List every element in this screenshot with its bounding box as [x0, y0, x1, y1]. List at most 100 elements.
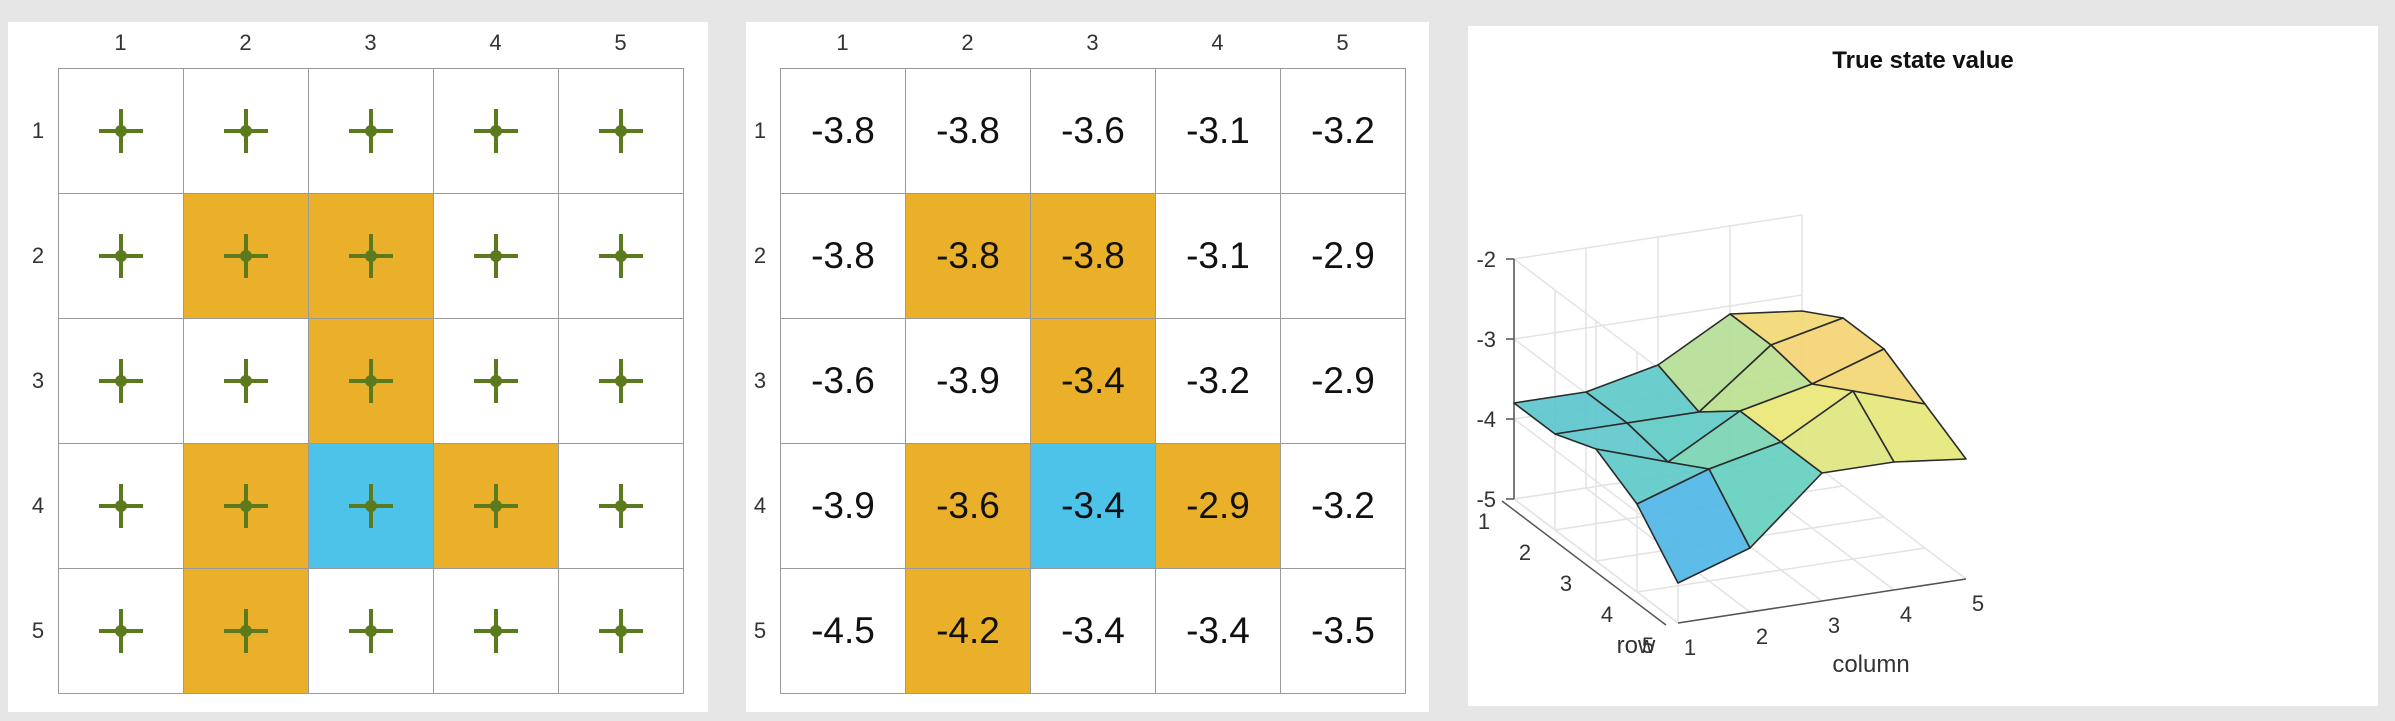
column-tick-label: 4	[1900, 602, 1912, 627]
row-label: 2	[753, 242, 767, 268]
stay-cross-icon	[349, 109, 393, 153]
grid-cell: -3.2	[1280, 443, 1406, 569]
column-label: 2	[239, 30, 252, 55]
stay-cross-icon	[474, 234, 518, 278]
grid-cell: -3.2	[1155, 318, 1281, 444]
grid-cell	[433, 193, 559, 319]
column-axis-label: column	[1832, 651, 1909, 678]
column-label: 1	[836, 30, 849, 55]
grid-cell	[58, 193, 184, 319]
wall-grid-line	[1513, 214, 1803, 260]
grid-cell	[308, 193, 434, 319]
stay-cross-icon	[99, 609, 143, 653]
surface-chart-panel: True state value -2 -3 -4 -5 1 2 3 4 5 1 2 3 4 5 column…	[1468, 26, 2378, 706]
state-value: -3.2	[1186, 360, 1250, 401]
grid-cell	[183, 568, 309, 694]
grid-cell: -3.8	[1030, 193, 1156, 319]
stay-cross-icon	[99, 234, 143, 278]
grid-cell	[558, 443, 684, 569]
stay-cross-icon	[599, 484, 643, 528]
state-value: -3.8	[936, 110, 1000, 151]
state-value: -3.4	[1061, 485, 1125, 526]
row-label: 4	[31, 492, 45, 518]
state-value: -3.5	[1311, 610, 1375, 651]
grid-cell: -2.9	[1155, 443, 1281, 569]
grid-cell	[58, 443, 184, 569]
grid-cell: -3.1	[1155, 193, 1281, 319]
column-label: 5	[1336, 30, 1349, 55]
surface-chart: True state value-2-3-4-51 2 3 4 512345column…	[1476, 47, 2013, 678]
z-tick-label: -3	[1476, 327, 1496, 352]
column-tick-label: 3	[1828, 613, 1840, 638]
grid-cell: -3.4	[1030, 568, 1156, 694]
policy-grid-panel: 1 2 3 4 5 1 2 3 4 5	[8, 22, 708, 712]
grid-cell	[433, 68, 559, 194]
grid-cell	[558, 568, 684, 694]
grid-cell: -3.8	[780, 68, 906, 194]
state-value: -2.9	[1311, 235, 1375, 276]
column-label: 3	[1086, 30, 1099, 55]
state-value: -3.1	[1186, 235, 1250, 276]
grid-cell: -3.9	[780, 443, 906, 569]
column-label: 4	[489, 30, 502, 55]
stay-cross-icon	[349, 359, 393, 403]
state-value: -2.9	[1311, 360, 1375, 401]
stay-cross-icon	[224, 234, 268, 278]
state-value: -3.8	[811, 110, 875, 151]
grid-cell	[58, 568, 184, 694]
state-value: -3.4	[1186, 610, 1250, 651]
row-label: 1	[31, 117, 45, 143]
grid-cell	[433, 443, 559, 569]
grid-cell	[308, 443, 434, 569]
state-value: -3.6	[936, 485, 1000, 526]
grid-cell: -3.4	[1030, 318, 1156, 444]
grid-cell	[58, 318, 184, 444]
state-value: -3.6	[1061, 110, 1125, 151]
state-value: -3.9	[811, 485, 875, 526]
grid-cell	[183, 68, 309, 194]
stay-cross-icon	[349, 609, 393, 653]
grid-cell: -3.9	[905, 318, 1031, 444]
grid-cell	[183, 443, 309, 569]
state-value: -3.6	[811, 360, 875, 401]
row-label: 3	[753, 367, 767, 393]
column-label: 4	[1211, 30, 1224, 55]
stay-cross-icon	[99, 109, 143, 153]
row-tick-label: 1	[1478, 509, 1490, 534]
grid-cell: -3.2	[1280, 68, 1406, 194]
grid-cell	[58, 68, 184, 194]
state-value: -3.2	[1311, 110, 1375, 151]
stay-cross-icon	[224, 109, 268, 153]
grid-cell	[433, 318, 559, 444]
grid-cell: -3.4	[1155, 568, 1281, 694]
column-tick-label: 5	[1972, 591, 1984, 616]
chart-title: True state value	[1832, 47, 2013, 74]
column-axis-line	[1677, 578, 1967, 624]
state-value: -3.8	[811, 235, 875, 276]
grid-cell	[433, 568, 559, 694]
column-label: 1	[114, 30, 127, 55]
grid-cell: -4.5	[780, 568, 906, 694]
grid-cell: -3.8	[780, 193, 906, 319]
stay-cross-icon	[349, 234, 393, 278]
value-grid-panel: 1 2 3 4 5 1 2 3 4 5 -3.8 -3.8 -3.6 -3.1 -3.2 -3.8 -3.8 -3…	[746, 22, 1429, 712]
row-axis-line	[1501, 500, 1667, 626]
grid-cell	[558, 318, 684, 444]
state-value: -4.2	[936, 610, 1000, 651]
row-label: 5	[753, 617, 767, 643]
grid-cell	[308, 68, 434, 194]
stay-cross-icon	[224, 484, 268, 528]
stay-cross-icon	[349, 484, 393, 528]
row-axis-label: row	[1617, 632, 1656, 659]
state-value: -3.8	[1061, 235, 1125, 276]
stay-cross-icon	[224, 609, 268, 653]
stay-cross-icon	[224, 359, 268, 403]
grid-cell: -3.8	[905, 193, 1031, 319]
grid-cell: -2.9	[1280, 193, 1406, 319]
state-value: -3.8	[936, 235, 1000, 276]
stay-cross-icon	[99, 484, 143, 528]
column-label: 3	[364, 30, 377, 55]
column-label: 5	[614, 30, 627, 55]
stay-cross-icon	[474, 359, 518, 403]
grid-cell	[308, 568, 434, 694]
